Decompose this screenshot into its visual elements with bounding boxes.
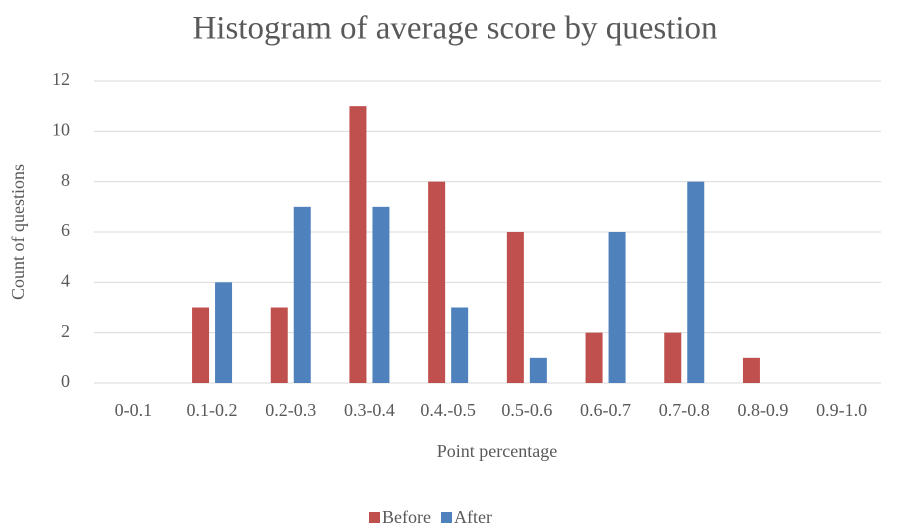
chart-title: Histogram of average score by question xyxy=(192,11,717,47)
y-tick-label: 4 xyxy=(61,270,70,290)
x-tick-label: 0.4.-0.5 xyxy=(420,400,476,420)
bar xyxy=(451,307,469,383)
bar xyxy=(293,206,311,383)
bar xyxy=(585,332,603,383)
x-tick-label: 0.8-0.9 xyxy=(737,400,788,420)
x-tick-label: 0.6-0.7 xyxy=(580,400,631,420)
y-tick-label: 6 xyxy=(61,220,70,240)
bar xyxy=(349,106,367,384)
legend-swatch xyxy=(369,512,380,523)
x-tick-label: 0.3-0.4 xyxy=(344,400,395,420)
bar xyxy=(215,282,233,383)
legend-swatch xyxy=(440,512,452,523)
y-tick-label: 12 xyxy=(52,69,70,89)
x-tick-label: 0.1-0.2 xyxy=(187,400,238,420)
bar xyxy=(687,181,705,383)
x-tick-label: 0.5-0.6 xyxy=(501,400,552,420)
y-tick-label: 2 xyxy=(61,321,70,341)
x-axis-title: Point percentage xyxy=(437,441,557,461)
x-tick-label: 0-0.1 xyxy=(115,400,153,420)
legend-label: Before xyxy=(382,507,431,527)
y-tick-label: 10 xyxy=(52,119,70,139)
y-axis-title: Count of questions xyxy=(8,164,28,300)
legend-label: After xyxy=(454,507,492,527)
bar xyxy=(372,206,390,383)
bar xyxy=(428,181,446,383)
x-tick-label: 0.9-1.0 xyxy=(816,400,867,420)
bar xyxy=(608,232,626,383)
bar xyxy=(742,357,760,383)
y-tick-label: 8 xyxy=(61,170,70,190)
bar xyxy=(192,307,210,383)
y-tick-label: 0 xyxy=(61,371,70,391)
bar xyxy=(529,357,547,383)
bar xyxy=(664,332,682,383)
x-tick-label: 0.7-0.8 xyxy=(659,400,710,420)
bar xyxy=(506,232,524,383)
bar xyxy=(270,307,288,383)
x-tick-label: 0.2-0.3 xyxy=(265,400,316,420)
